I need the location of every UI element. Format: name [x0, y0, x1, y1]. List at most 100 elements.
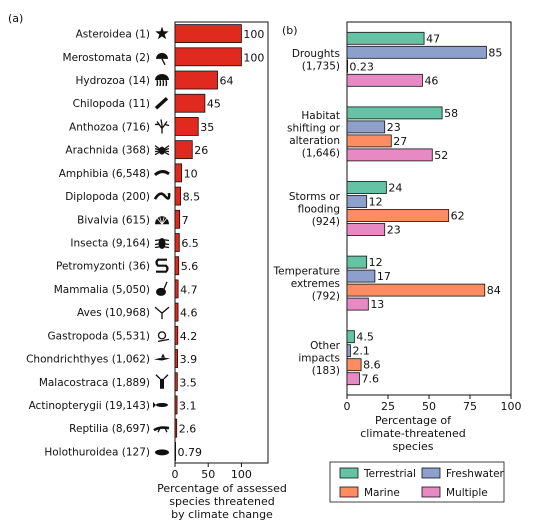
- lizard-legs: [157, 427, 168, 433]
- bar: [174, 395, 178, 415]
- x-axis-label-b-line: species: [392, 440, 433, 453]
- x-tick-label: 50: [201, 468, 215, 481]
- x-tick-label: 100: [501, 400, 522, 413]
- jelly-tentacle: [162, 79, 165, 87]
- group-label-line: Habitat: [301, 110, 340, 122]
- group-label-line: extremes: [291, 278, 340, 290]
- x-axis-label-a: Percentage of assessed species threatened…: [157, 482, 287, 521]
- value-label: 4.2: [180, 330, 198, 343]
- bird-icon: [154, 306, 170, 320]
- bar-freshwater: [346, 195, 368, 208]
- value-label: 8.6: [363, 359, 381, 372]
- salamander-body: [154, 170, 170, 177]
- value-label: 4.7: [180, 283, 198, 296]
- bar-terrestrial: [346, 330, 355, 344]
- value-label: 85: [488, 46, 502, 59]
- x-tick-label: 0: [344, 400, 351, 413]
- value-label: 3.5: [179, 376, 197, 389]
- bar: [174, 256, 180, 276]
- group-label-line: Temperature: [272, 266, 340, 278]
- beetle-leg: [154, 242, 163, 246]
- bar-multiple: [346, 223, 386, 236]
- sea-cucumber-icon: [155, 449, 169, 456]
- x-tick-label: 75: [463, 400, 477, 413]
- bar-marine: [346, 59, 349, 73]
- value-label: 12: [369, 256, 383, 269]
- category-label: Asteroidea (1): [76, 29, 150, 41]
- value-label: 2.6: [179, 423, 197, 436]
- category-label: Mammalia (5,050): [54, 284, 150, 296]
- group-label-line: (183): [312, 365, 340, 377]
- bar: [174, 302, 179, 322]
- x-axis-label-b-line: climate-threatened: [360, 427, 466, 440]
- bar-terrestrial: [346, 106, 443, 120]
- value-label: 52: [434, 149, 448, 162]
- bar-freshwater: [346, 269, 376, 283]
- value-label: 0.79: [178, 446, 203, 459]
- shell-rib: [156, 217, 163, 225]
- group-label: Other impacts (183): [298, 340, 340, 377]
- value-label: 24: [388, 182, 402, 195]
- bar: [174, 140, 193, 160]
- group-label-line: impacts: [298, 353, 340, 365]
- x-axis-label-b-line: Percentage of: [375, 414, 452, 427]
- group-label: Storms or flooding (924): [289, 191, 341, 228]
- centipede-icon: [154, 96, 169, 110]
- bar-terrestrial: [346, 255, 368, 269]
- bar: [174, 349, 178, 368]
- shell-rib: [159, 217, 163, 225]
- value-label: 100: [243, 28, 264, 41]
- shell-rib: [161, 217, 168, 225]
- bar-terrestrial: [346, 181, 387, 194]
- group-label: Temperature extremes (792): [272, 266, 340, 303]
- bar-marine: [346, 283, 486, 297]
- group-label-line: Droughts: [292, 48, 340, 60]
- rabbit-body: [156, 287, 166, 296]
- bar-freshwater: [346, 45, 487, 59]
- lamprey-icon: [155, 258, 169, 273]
- bar: [174, 70, 218, 90]
- x-axis-label-a-line: species threatened: [169, 495, 274, 508]
- bar: [174, 209, 181, 229]
- value-label: 64: [220, 75, 234, 88]
- value-label: 4.6: [180, 307, 198, 320]
- category-label: Holothuroidea (127): [44, 446, 150, 458]
- bar: [174, 325, 179, 345]
- shell: [155, 216, 170, 225]
- bar-terrestrial: [346, 31, 425, 45]
- category-label: Bivalvia (615): [77, 214, 150, 226]
- legend-label: Marine: [364, 487, 400, 499]
- beetle-leg: [161, 245, 170, 249]
- spider-leg: [154, 150, 163, 156]
- bar: [174, 186, 182, 206]
- rabbit-ear: [163, 281, 168, 290]
- x-tick-label: 25: [381, 400, 395, 413]
- starfish-icon: [155, 26, 169, 40]
- bar-freshwater: [346, 344, 351, 358]
- value-label: 7.6: [361, 373, 379, 386]
- group-label: Habitat shifting or alteration (1,646): [287, 110, 341, 159]
- value-label: 84: [487, 284, 501, 297]
- value-label: 4.5: [356, 331, 374, 344]
- category-label: Hydrozoa (14): [75, 75, 150, 87]
- category-label: Actinopterygii (19,143): [29, 400, 150, 412]
- lobster-body: [160, 378, 164, 389]
- group-label-line: (1,735): [302, 61, 340, 73]
- value-label: 47: [426, 32, 440, 45]
- value-label: 62: [451, 210, 465, 223]
- panel-label-b: (b): [282, 24, 298, 37]
- legend-swatch: [421, 467, 441, 479]
- category-label: Reptilia (8,697): [69, 423, 150, 435]
- bar: [174, 233, 180, 252]
- x-axis-label-a-line: by climate change: [171, 508, 273, 521]
- value-label: 7: [182, 214, 189, 227]
- legend-label: Multiple: [446, 487, 488, 499]
- value-label: 58: [444, 107, 458, 120]
- group-label: Droughts (1,735): [292, 48, 340, 73]
- lobster-claws: [155, 374, 169, 380]
- category-label: Gastropoda (5,531): [48, 330, 150, 342]
- horseshoe-crab-icon: [156, 52, 168, 66]
- bar-multiple: [346, 73, 423, 87]
- legend-box: [329, 461, 505, 503]
